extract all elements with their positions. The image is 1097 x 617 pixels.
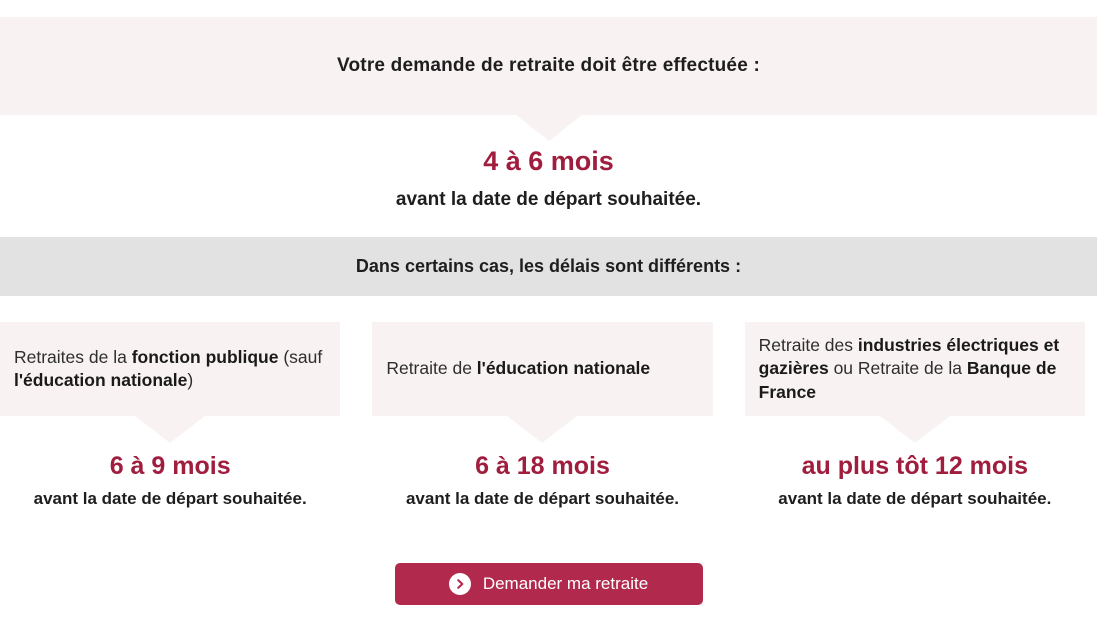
intro-banner: Votre demande de retraite doit être effe… bbox=[0, 17, 1097, 115]
case-box-pointer bbox=[507, 416, 578, 443]
top-spacer bbox=[0, 0, 1097, 17]
case-label-box: Retraite de l'éducation nationale bbox=[372, 322, 713, 416]
special-cases-row: Retraites de la fonction publique (sauf … bbox=[0, 322, 1097, 509]
main-delay-value: 4 à 6 mois bbox=[483, 146, 614, 176]
special-cases-title: Dans certains cas, les délais sont diffé… bbox=[355, 256, 742, 276]
case-label: Retraite des industries électriques et g… bbox=[758, 335, 1060, 402]
intro-title: Votre demande de retraite doit être effe… bbox=[337, 55, 760, 76]
case-delay-value: 6 à 18 mois bbox=[475, 452, 610, 480]
case-label: Retraite de l'éducation nationale bbox=[386, 358, 651, 379]
chevron-right-circle-icon bbox=[448, 573, 471, 595]
case-box-pointer bbox=[879, 416, 950, 443]
intro-banner-pointer bbox=[515, 115, 582, 141]
case-label-box: Retraites de la fonction publique (sauf … bbox=[0, 322, 341, 416]
case-education-nationale: Retraite de l'éducation nationale 6 à 18… bbox=[372, 322, 713, 509]
special-cases-band: Dans certains cas, les délais sont diffé… bbox=[0, 237, 1097, 296]
case-delay-suffix: avant la date de départ souhaitée. bbox=[33, 489, 307, 508]
case-delay-value: 6 à 9 mois bbox=[109, 452, 231, 480]
case-box-pointer bbox=[135, 416, 206, 443]
main-delay-suffix: avant la date de départ souhaitée. bbox=[395, 189, 702, 210]
case-delay-suffix: avant la date de départ souhaitée. bbox=[405, 489, 679, 508]
case-fonction-publique: Retraites de la fonction publique (sauf … bbox=[0, 322, 341, 509]
case-delay-value: au plus tôt 12 mois bbox=[801, 452, 1029, 480]
case-label-box: Retraite des industries électriques et g… bbox=[744, 322, 1085, 416]
request-retirement-button-label: Demander ma retraite bbox=[482, 574, 649, 593]
action-row: Demander ma retraite bbox=[0, 563, 1097, 605]
request-retirement-button[interactable]: Demander ma retraite bbox=[394, 563, 703, 605]
case-label: Retraites de la fonction publique (sauf … bbox=[14, 346, 323, 390]
case-delay-suffix: avant la date de départ souhaitée. bbox=[778, 489, 1052, 508]
case-industries-banque-de-france: Retraite des industries électriques et g… bbox=[744, 322, 1085, 509]
